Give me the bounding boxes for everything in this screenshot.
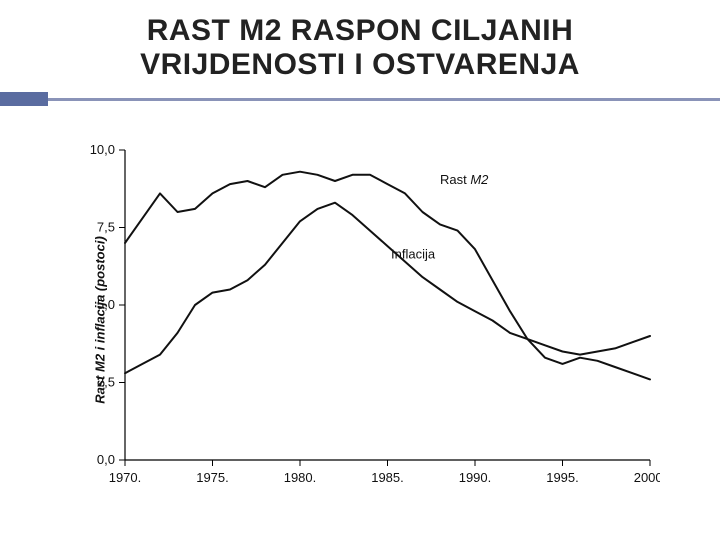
accent-line [48,98,720,101]
accent-block [0,92,48,106]
x-tick-label: 1975. [196,470,229,485]
series-Rast M2 [125,172,650,380]
series-label: Rast M2 [440,172,489,187]
accent-bar [0,92,720,106]
y-axis-label: Rast M2 i inflacija (postoci) [92,236,107,404]
y-tick-label: 10,0 [90,142,115,157]
y-tick-label: 7,5 [97,220,115,235]
chart-svg: 0,02,55,07,510,01970.1975.1980.1985.1990… [70,140,660,500]
series-Inflacija [125,203,650,374]
line-chart: Rast M2 i inflacija (postoci) 0,02,55,07… [70,140,660,500]
series-label: Inflacija [391,247,436,262]
x-tick-label: 1995. [546,470,579,485]
x-tick-label: 1985. [371,470,404,485]
slide-title: RAST M2 RASPON CILJANIH VRIJDENOSTI I OS… [0,0,720,90]
slide: RAST M2 RASPON CILJANIH VRIJDENOSTI I OS… [0,0,720,540]
y-tick-label: 0,0 [97,452,115,467]
x-tick-label: 1970. [109,470,142,485]
x-tick-label: 2000. [634,470,660,485]
x-tick-label: 1990. [459,470,492,485]
x-tick-label: 1980. [284,470,317,485]
